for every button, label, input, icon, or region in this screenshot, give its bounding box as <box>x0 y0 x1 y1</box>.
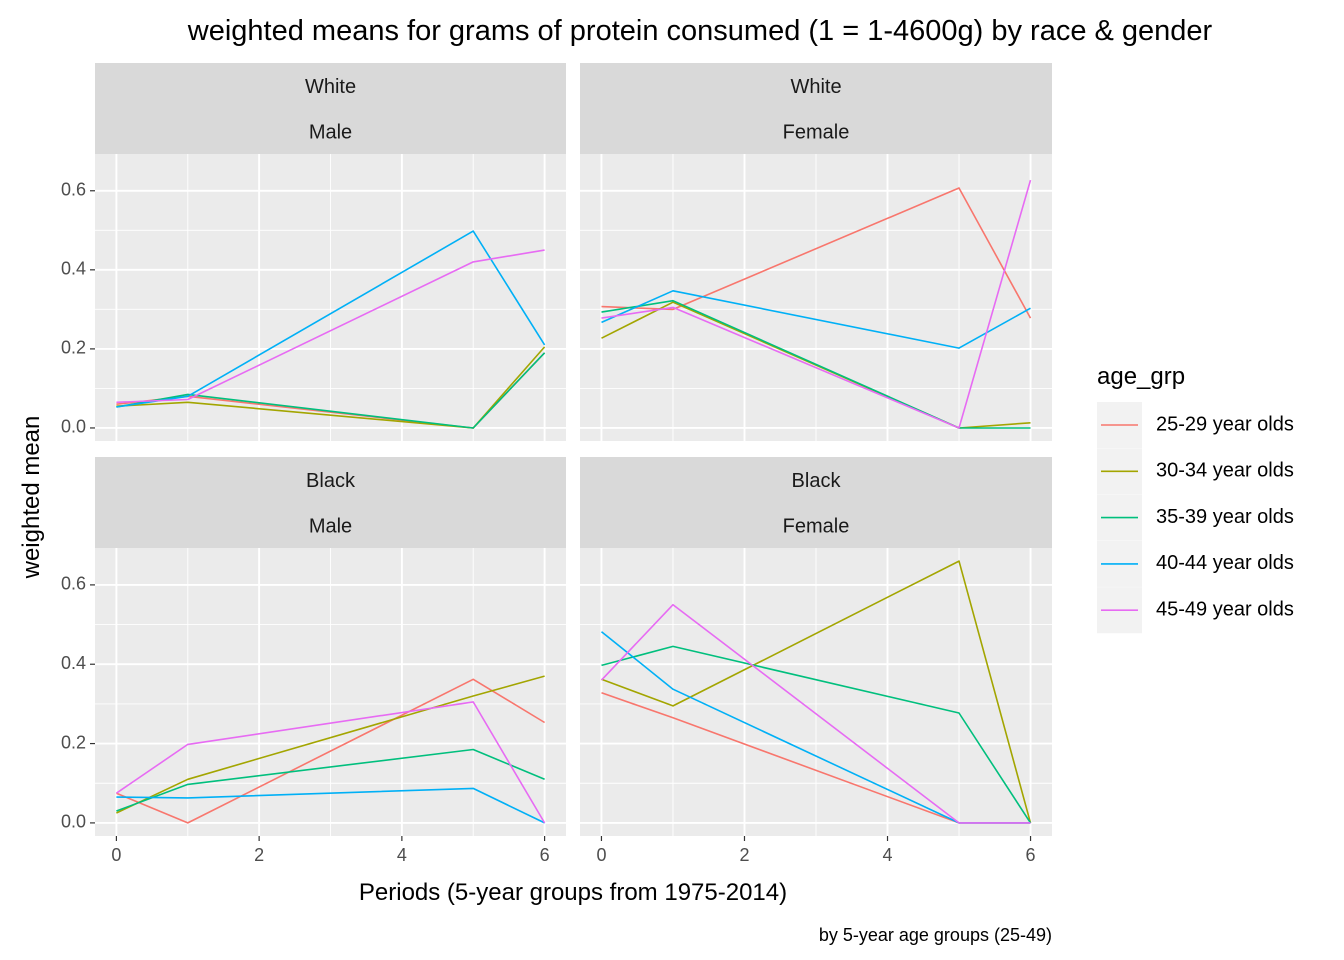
x-tick-label: 6 <box>1026 845 1036 865</box>
legend-item: 25-29 year olds <box>1097 402 1294 448</box>
facet-panel: White Male 0.0 0.2 0.4 0.6 <box>61 63 566 441</box>
series-line <box>601 289 1031 349</box>
facet-panels: White Male 0.0 0.2 0.4 0.6 White Female Black Mal… <box>61 63 1052 865</box>
legend-item: 35-39 year olds <box>1097 494 1294 541</box>
x-tick-label: 0 <box>111 845 121 865</box>
series-line <box>601 560 1032 824</box>
series-line <box>116 678 546 824</box>
legend-title: age_grp <box>1097 363 1185 390</box>
y-tick-label: 0.2 <box>61 732 86 752</box>
y-axis-title: weighted mean <box>18 416 45 580</box>
series-line <box>115 701 546 824</box>
y-tick-label: 0.2 <box>61 338 86 358</box>
chart-caption: by 5-year age groups (25-49) <box>819 925 1052 945</box>
legend-item: 40-44 year olds <box>1097 540 1294 587</box>
facet-strip-label: Black <box>792 470 842 492</box>
legend-item: 30-34 year olds <box>1097 448 1294 495</box>
facet-strip-label: Male <box>309 121 352 143</box>
x-tick-label: 4 <box>883 845 893 865</box>
series-line <box>601 187 1032 319</box>
y-tick-label: 0.0 <box>61 812 86 832</box>
legend-label: 45-49 year olds <box>1156 598 1294 620</box>
y-tick-label: 0.6 <box>61 574 86 594</box>
facet-panel: Black Female 0 2 4 6 <box>580 457 1052 865</box>
facet-strip-label: Black <box>306 470 356 492</box>
facet-panel: Black Male 0.0 0.2 0.4 0.6 0 2 4 6 <box>61 457 566 865</box>
facet-strip <box>580 457 1052 548</box>
series-line <box>601 645 1032 824</box>
legend-item: 45-49 year olds <box>1097 587 1294 634</box>
x-tick-label: 4 <box>397 845 407 865</box>
facet-strip-label: Female <box>783 515 850 537</box>
series-line <box>601 179 1032 429</box>
legend: age_grp 25-29 year olds 30-34 year olds 35… <box>1097 363 1294 634</box>
legend-label: 25-29 year olds <box>1156 413 1294 435</box>
x-tick-label: 2 <box>254 845 264 865</box>
facet-strip <box>95 63 566 154</box>
legend-label: 40-44 year olds <box>1156 552 1294 574</box>
legend-label: 30-34 year olds <box>1156 460 1294 482</box>
facet-strip-label: White <box>305 76 356 98</box>
legend-label: 35-39 year olds <box>1156 506 1294 528</box>
chart-title: weighted means for grams of protein cons… <box>187 15 1213 47</box>
x-tick-label: 0 <box>596 845 606 865</box>
series-line <box>116 346 546 429</box>
facet-strip-label: Female <box>783 121 850 143</box>
facet-strip-label: White <box>790 76 841 98</box>
facet-strip <box>580 63 1052 154</box>
x-axis-title: Periods (5-year groups from 1975-2014) <box>359 879 787 906</box>
x-tick-label: 2 <box>739 845 749 865</box>
y-tick-label: 0.0 <box>61 417 86 437</box>
facet-strip-label: Male <box>309 515 352 537</box>
y-tick-label: 0.4 <box>61 259 86 279</box>
y-tick-label: 0.6 <box>61 180 86 200</box>
facet-panel: White Female <box>580 63 1052 441</box>
series-line <box>116 249 545 404</box>
x-tick-label: 6 <box>540 845 550 865</box>
series-line <box>116 787 545 824</box>
series-line <box>116 675 545 814</box>
y-tick-label: 0.4 <box>61 653 86 673</box>
facet-strip <box>95 457 566 548</box>
series-line <box>600 603 1031 824</box>
